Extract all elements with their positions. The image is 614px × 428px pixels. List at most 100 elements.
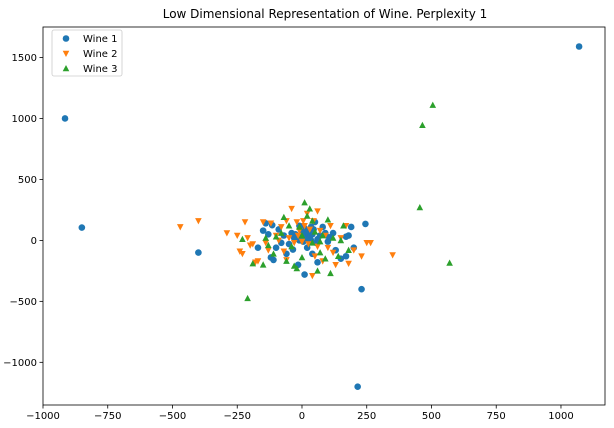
data-point [347,223,355,231]
data-point [316,238,324,245]
data-point [259,227,267,234]
data-point [327,222,334,230]
data-point [327,269,334,277]
plot-area [61,43,583,391]
data-point [294,232,302,239]
data-point [329,249,337,257]
data-point [298,253,306,261]
x-axis: −1000 −750 −500 −250 0 250 500 750 1000 [26,405,574,422]
data-point [340,222,347,229]
x-tick-label: −1000 [26,411,60,422]
data-point [249,260,257,267]
data-point [324,216,332,223]
legend-box [51,29,123,77]
data-point [259,261,267,268]
data-point [265,241,272,249]
legend-label: Wine 2 [83,49,117,60]
data-point [244,235,251,242]
y-tick-label: 0 [31,236,37,247]
x-tick-label: 0 [299,411,305,422]
data-point [272,233,280,240]
y-axis: −1000 −500 0 500 1000 1500 [3,53,43,369]
data-point [303,212,311,219]
data-point [350,247,358,254]
data-point [316,227,324,235]
data-point [342,252,350,260]
data-point [241,219,249,226]
data-point [362,220,369,228]
data-point [265,230,272,238]
data-point [270,250,277,257]
data-point [283,257,290,264]
data-point [299,218,307,225]
data-point [329,234,337,241]
data-point [345,246,352,253]
data-point [329,229,337,237]
y-tick-label: 1500 [12,53,37,64]
data-point [277,229,285,236]
data-point [298,238,306,246]
legend-marker [62,35,70,42]
data-point [316,249,324,256]
data-point [267,220,275,227]
data-point [254,258,262,265]
data-point [288,243,295,250]
data-point [305,241,312,248]
series-1 [61,43,583,391]
data-point [280,248,288,255]
data-point [301,199,308,206]
axes-frame [42,26,606,406]
x-tick-label: −500 [159,411,186,422]
data-point [61,115,69,122]
data-point [419,121,426,128]
data-point [301,271,308,278]
data-point [358,253,365,260]
x-tick-label: −250 [224,411,251,422]
data-point [575,43,583,50]
data-point [272,244,280,252]
y-tick-label: 1000 [12,114,37,125]
data-point [311,253,319,260]
legend-label: Wine 3 [83,64,117,75]
data-point [244,294,251,302]
data-point [288,205,295,213]
data-point [342,233,350,241]
data-point [446,259,453,266]
x-tick-label: 250 [357,411,376,422]
data-point [296,223,303,230]
data-point [277,224,285,231]
y-tick-label: −500 [10,297,37,308]
y-tick-label: 500 [18,175,37,186]
data-point [195,218,202,225]
data-point [309,272,316,280]
data-point [301,222,308,230]
data-point [262,234,270,241]
x-tick-label: −750 [94,411,121,422]
data-point [311,228,319,235]
data-point [262,240,270,247]
data-point [309,239,316,246]
data-point [259,219,267,226]
series-3 [239,101,453,302]
data-point [306,226,314,233]
data-point [290,240,298,247]
legend-label: Wine 1 [83,34,117,45]
data-point [354,383,361,391]
data-point [309,217,316,224]
data-point [78,224,86,231]
data-point [293,219,301,226]
data-point [429,101,437,108]
legend: Wine 1 Wine 2 Wine 3 [51,29,123,77]
data-point [324,244,332,252]
x-tick-label: 750 [487,411,506,422]
data-point [195,249,202,256]
data-point [314,243,321,250]
data-point [239,250,246,258]
data-point [314,267,321,274]
data-point [293,264,301,272]
data-point [314,259,321,266]
data-point [306,205,314,212]
data-point [285,235,293,242]
data-point [321,255,329,262]
